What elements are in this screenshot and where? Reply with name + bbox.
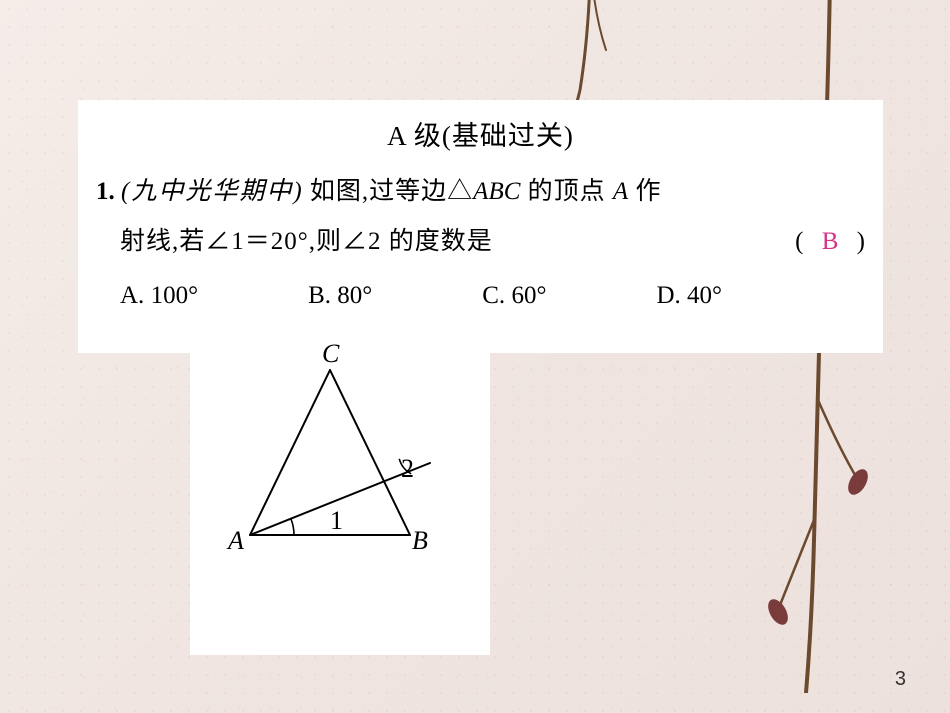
- answer-letter: B: [810, 228, 851, 255]
- choice-c-label: C.: [482, 282, 505, 309]
- svg-text:1: 1: [330, 506, 343, 535]
- choice-a-label: A.: [120, 282, 144, 309]
- choice-d-label: D.: [656, 282, 680, 309]
- svg-text:C: C: [322, 339, 340, 368]
- choice-a: A. 100°: [120, 271, 198, 321]
- figure-panel: A B C 1 2: [190, 335, 490, 655]
- choices-row: A. 100° B. 80° C. 60° D. 40°: [96, 271, 865, 321]
- question-text-1b: 的顶点: [520, 178, 613, 205]
- answer-paren: ( B ): [795, 217, 865, 267]
- choice-d: D. 40°: [656, 271, 722, 321]
- choice-d-value: 40°: [687, 282, 722, 309]
- triangle-figure: A B C 1 2: [190, 335, 490, 575]
- choice-c-value: 60°: [511, 282, 546, 309]
- paren-left: (: [795, 228, 803, 255]
- question-number: 1.: [96, 178, 115, 205]
- question-line-1: 1. (九中光华期中) 如图,过等边△ABC 的顶点 A 作: [96, 167, 865, 217]
- question-panel: A 级(基础过关) 1. (九中光华期中) 如图,过等边△ABC 的顶点 A 作…: [78, 100, 883, 353]
- question-source: (九中光华期中): [121, 178, 304, 205]
- choice-b-value: 80°: [337, 282, 372, 309]
- svg-text:A: A: [226, 526, 244, 555]
- choice-a-value: 100°: [151, 282, 199, 309]
- question-line-2: 射线,若∠1＝20°,则∠2 的度数是 ( B ): [96, 217, 865, 267]
- choice-b-label: B.: [308, 282, 331, 309]
- triangle-label: ABC: [473, 178, 520, 205]
- paren-right: ): [857, 228, 865, 255]
- section-title: A 级(基础过关): [96, 114, 865, 153]
- choice-b: B. 80°: [308, 271, 372, 321]
- question-text-2: 射线,若∠1＝20°,则∠2 的度数是: [96, 217, 493, 267]
- question-text-1a: 如图,过等边△: [310, 178, 473, 205]
- question-block: 1. (九中光华期中) 如图,过等边△ABC 的顶点 A 作 射线,若∠1＝20…: [96, 167, 865, 321]
- choice-c: C. 60°: [482, 271, 546, 321]
- question-text-1c: 作: [628, 178, 661, 205]
- vertex-label: A: [613, 178, 628, 205]
- svg-text:2: 2: [401, 454, 414, 483]
- svg-text:B: B: [412, 526, 428, 555]
- page-number: 3: [895, 668, 906, 691]
